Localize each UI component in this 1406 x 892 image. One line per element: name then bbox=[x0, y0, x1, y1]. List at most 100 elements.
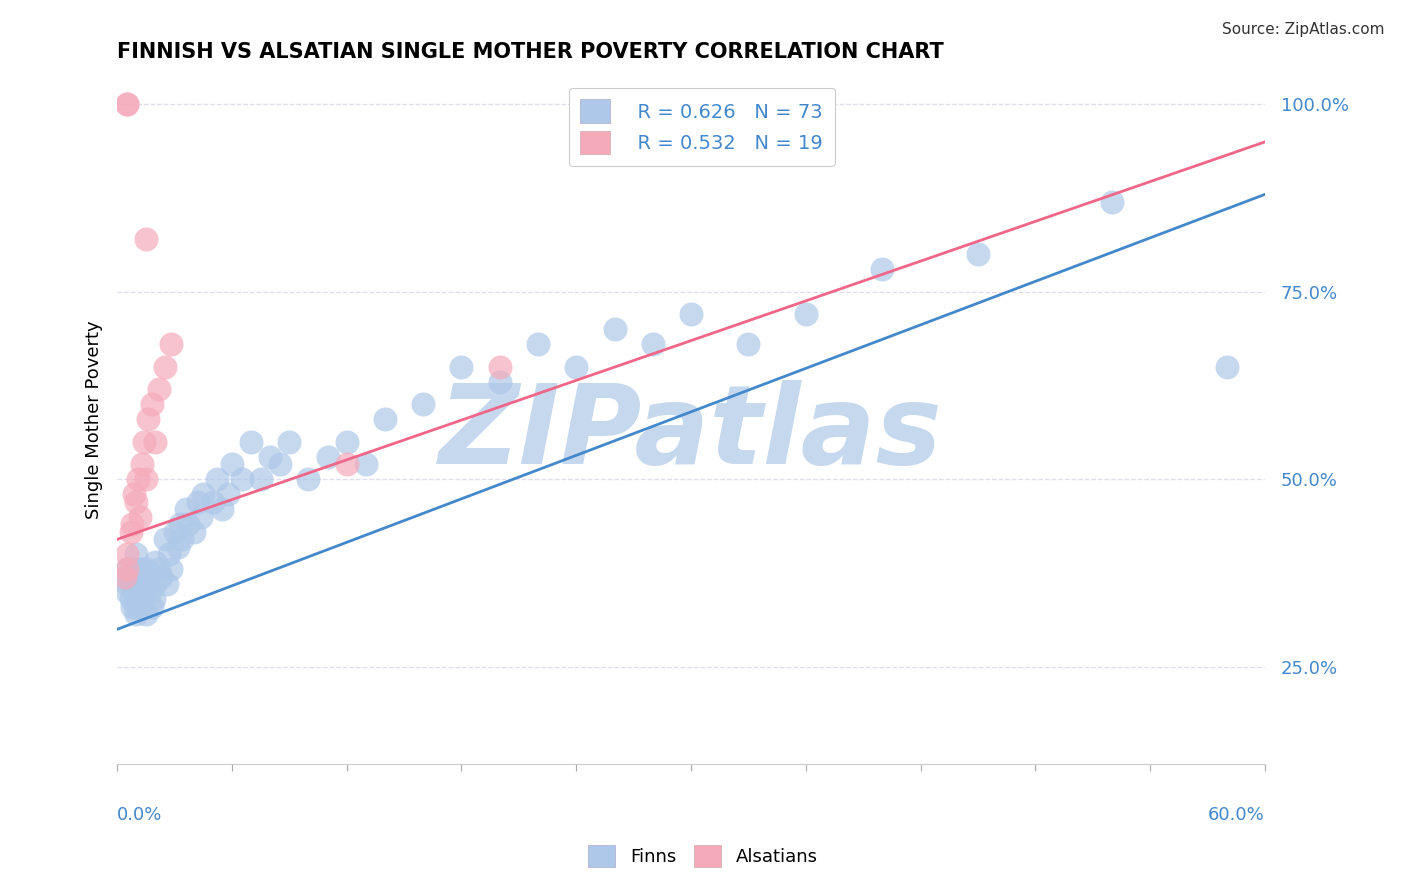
Point bbox=[156, 577, 179, 591]
Point bbox=[488, 359, 510, 374]
Point bbox=[150, 570, 173, 584]
Text: FINNISH VS ALSATIAN SINGLE MOTHER POVERTY CORRELATION CHART: FINNISH VS ALSATIAN SINGLE MOTHER POVERT… bbox=[117, 42, 943, 62]
Point bbox=[120, 592, 142, 607]
Point bbox=[278, 434, 301, 449]
Point bbox=[125, 599, 148, 614]
Point bbox=[121, 517, 143, 532]
Point bbox=[174, 502, 197, 516]
Point bbox=[125, 584, 148, 599]
Point bbox=[297, 472, 319, 486]
Point bbox=[211, 502, 233, 516]
Point bbox=[131, 562, 153, 576]
Point bbox=[135, 562, 157, 576]
Point bbox=[172, 533, 194, 547]
Point bbox=[240, 434, 263, 449]
Point bbox=[115, 577, 138, 591]
Point bbox=[217, 487, 239, 501]
Point bbox=[121, 599, 143, 614]
Point bbox=[679, 307, 702, 321]
Point bbox=[121, 577, 143, 591]
Point bbox=[129, 592, 152, 607]
Text: Source: ZipAtlas.com: Source: ZipAtlas.com bbox=[1222, 22, 1385, 37]
Point bbox=[450, 359, 472, 374]
Point bbox=[269, 458, 291, 472]
Point bbox=[641, 337, 664, 351]
Point bbox=[115, 97, 138, 112]
Point bbox=[1215, 359, 1237, 374]
Text: 0.0%: 0.0% bbox=[117, 805, 163, 823]
Point bbox=[603, 322, 626, 336]
Point bbox=[135, 607, 157, 622]
Point bbox=[125, 570, 148, 584]
Point bbox=[163, 524, 186, 539]
Point bbox=[115, 570, 138, 584]
Point bbox=[153, 533, 176, 547]
Point bbox=[132, 584, 155, 599]
Point bbox=[967, 247, 990, 261]
Point bbox=[145, 577, 167, 591]
Point bbox=[131, 458, 153, 472]
Legend: Finns, Alsatians: Finns, Alsatians bbox=[581, 838, 825, 874]
Point bbox=[125, 607, 148, 622]
Point bbox=[115, 97, 138, 112]
Point bbox=[125, 547, 148, 561]
Point bbox=[115, 547, 138, 561]
Point bbox=[141, 397, 163, 411]
Y-axis label: Single Mother Poverty: Single Mother Poverty bbox=[86, 320, 103, 518]
Point bbox=[249, 472, 271, 486]
Point bbox=[125, 495, 148, 509]
Point bbox=[183, 524, 205, 539]
Point bbox=[132, 434, 155, 449]
Point bbox=[354, 458, 377, 472]
Legend:   R = 0.626   N = 73,   R = 0.532   N = 19: R = 0.626 N = 73, R = 0.532 N = 19 bbox=[569, 87, 835, 166]
Point bbox=[131, 599, 153, 614]
Point bbox=[141, 599, 163, 614]
Point bbox=[374, 412, 396, 426]
Point bbox=[159, 337, 181, 351]
Point bbox=[527, 337, 550, 351]
Point bbox=[115, 584, 138, 599]
Point bbox=[169, 517, 191, 532]
Point bbox=[259, 450, 281, 464]
Point bbox=[145, 555, 167, 569]
Point bbox=[1101, 194, 1123, 209]
Point bbox=[115, 562, 138, 576]
Point bbox=[120, 524, 142, 539]
Point bbox=[201, 495, 224, 509]
Point bbox=[125, 562, 148, 576]
Point bbox=[193, 487, 215, 501]
Point bbox=[737, 337, 759, 351]
Point bbox=[142, 592, 165, 607]
Point bbox=[153, 359, 176, 374]
Point bbox=[190, 509, 212, 524]
Point bbox=[177, 517, 200, 532]
Point bbox=[186, 495, 208, 509]
Point bbox=[136, 570, 159, 584]
Point bbox=[129, 577, 152, 591]
Text: ZIPatlas: ZIPatlas bbox=[439, 380, 943, 487]
Point bbox=[872, 262, 894, 277]
Point bbox=[167, 540, 190, 554]
Point bbox=[127, 472, 149, 486]
Point bbox=[316, 450, 339, 464]
Point bbox=[135, 232, 157, 246]
Point bbox=[148, 562, 170, 576]
Point bbox=[114, 570, 136, 584]
Point bbox=[136, 412, 159, 426]
Point bbox=[159, 562, 181, 576]
Point bbox=[231, 472, 253, 486]
Point bbox=[412, 397, 434, 411]
Point bbox=[336, 434, 359, 449]
Point bbox=[794, 307, 817, 321]
Point bbox=[336, 458, 359, 472]
Point bbox=[138, 584, 160, 599]
Point bbox=[148, 382, 170, 396]
Point bbox=[115, 562, 138, 576]
Point bbox=[205, 472, 228, 486]
Point bbox=[221, 458, 243, 472]
Point bbox=[157, 547, 180, 561]
Point bbox=[488, 375, 510, 389]
Point bbox=[124, 584, 146, 599]
Point bbox=[565, 359, 588, 374]
Point bbox=[145, 434, 167, 449]
